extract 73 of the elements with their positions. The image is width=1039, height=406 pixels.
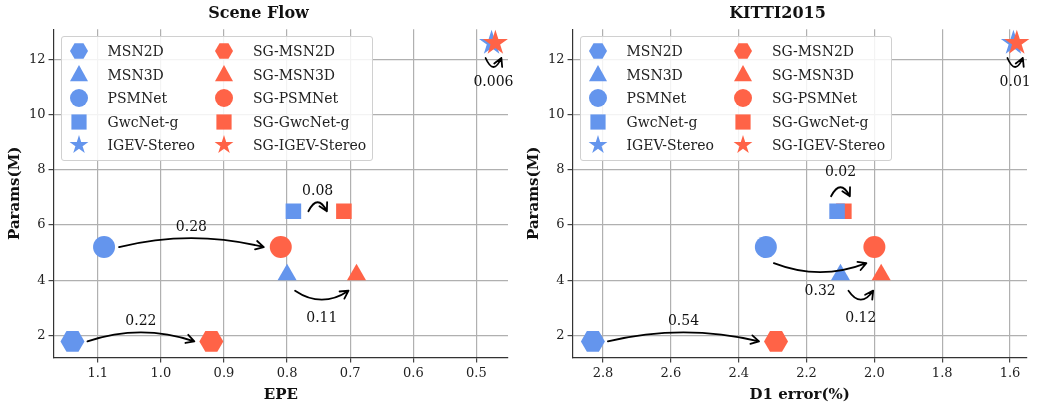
legend-label: IGEV-Stereo [107, 137, 195, 154]
y-tick-label: 2 [37, 326, 46, 342]
legend-label: MSN2D [626, 43, 683, 60]
legend-label: SG-MSN2D [771, 43, 855, 60]
x-tick-label: 1.8 [931, 364, 953, 380]
y-tick-label: 4 [556, 271, 565, 287]
annotation: 0.12 [845, 309, 877, 326]
x-axis-title: D1 error(%) [749, 384, 850, 403]
x-axis-title: EPE [263, 384, 298, 403]
legend-label: SG-MSN3D [252, 66, 336, 83]
y-tick-label: 10 [29, 106, 46, 122]
annotation: 0.32 [804, 281, 836, 298]
legend-label: MSN3D [107, 66, 164, 83]
x-tick-label: 0.5 [466, 364, 487, 380]
legend-label: PSMNet [107, 90, 168, 107]
annotation: 0.08 [302, 181, 334, 198]
y-axis-title: Params(M) [523, 146, 542, 240]
legend-label: SG-MSN3D [771, 66, 855, 83]
annotation: 0.02 [824, 162, 857, 179]
legend-label: SG-IGEV-Stereo [771, 137, 886, 154]
annotation: 0.28 [175, 217, 207, 234]
point [285, 203, 302, 220]
legend-label: SG-PSMNet [771, 90, 858, 107]
chart-title: KITTI2015 [729, 2, 826, 22]
x-tick-label: 2.6 [660, 364, 682, 380]
x-tick-label: 0.9 [213, 364, 235, 380]
y-axis-title: Params(M) [4, 146, 23, 240]
y-tick-label: 2 [556, 326, 565, 342]
x-tick-label: 2.2 [796, 364, 817, 380]
y-tick-label: 8 [556, 161, 565, 177]
legend-label: SG-GwcNet-g [771, 113, 869, 130]
legend-label: GwcNet-g [626, 113, 698, 130]
point [93, 236, 116, 259]
y-tick-label: 12 [548, 50, 565, 66]
y-tick-label: 10 [548, 106, 565, 122]
x-tick-label: 1.1 [87, 364, 109, 380]
annotation: 0.01 [999, 72, 1031, 89]
point [863, 236, 886, 259]
y-tick-label: 6 [556, 216, 565, 232]
point [829, 203, 845, 220]
chart-title: Scene Flow [208, 2, 311, 22]
y-tick-label: 12 [29, 50, 46, 66]
annotation: 0.006 [473, 72, 514, 89]
point [754, 236, 777, 259]
y-tick-label: 8 [37, 161, 46, 177]
x-tick-label: 0.6 [402, 364, 424, 380]
x-tick-label: 1.0 [150, 364, 172, 380]
y-tick-label: 4 [37, 271, 46, 287]
legend-label: IGEV-Stereo [626, 137, 714, 154]
annotation: 0.11 [306, 309, 338, 326]
legend-label: SG-MSN2D [252, 43, 336, 60]
legend-label: SG-IGEV-Stereo [252, 137, 367, 154]
x-tick-label: 0.7 [339, 364, 361, 380]
x-tick-label: 1.6 [999, 364, 1021, 380]
legend-label: PSMNet [626, 90, 687, 107]
point [199, 331, 224, 352]
annotation: 0.22 [125, 312, 157, 329]
legend-label: SG-GwcNet-g [252, 113, 350, 130]
x-tick-label: 0.8 [276, 364, 298, 380]
point [269, 236, 292, 259]
legend-label: SG-PSMNet [252, 90, 339, 107]
x-tick-label: 2.0 [864, 364, 885, 380]
point [764, 331, 789, 352]
point [336, 203, 352, 220]
point [580, 331, 605, 352]
annotation: 0.54 [667, 312, 700, 329]
x-tick-label: 2.8 [592, 364, 614, 380]
legend-label: MSN2D [107, 43, 164, 60]
legend-label: MSN3D [626, 66, 683, 83]
x-tick-label: 2.4 [728, 364, 750, 380]
point [60, 331, 85, 352]
legend-label: GwcNet-g [107, 113, 179, 130]
y-tick-label: 6 [37, 216, 46, 232]
